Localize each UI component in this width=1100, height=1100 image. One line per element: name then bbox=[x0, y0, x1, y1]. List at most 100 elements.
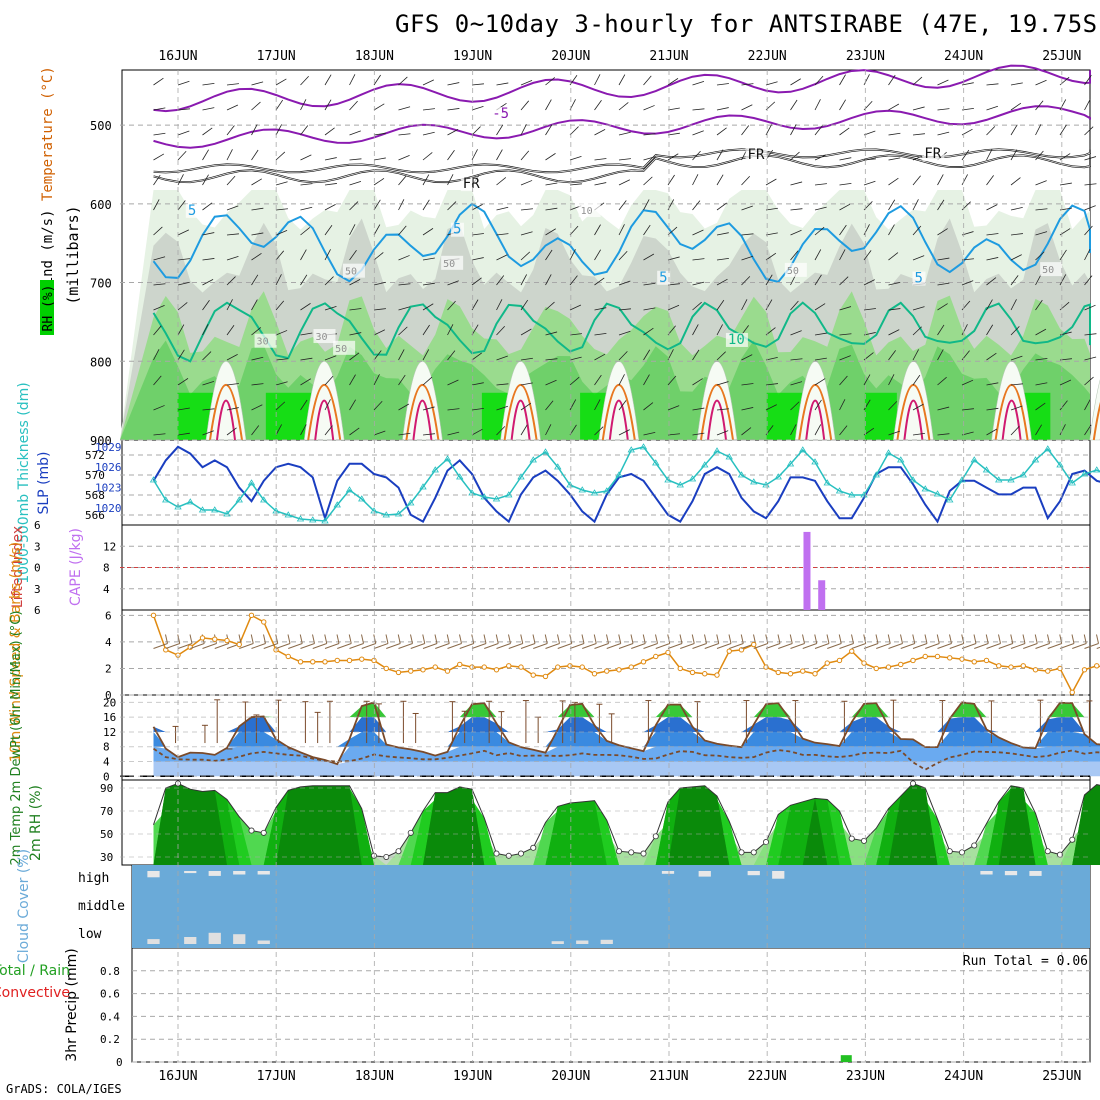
wind-barb bbox=[373, 350, 382, 361]
wind-barb bbox=[226, 354, 238, 361]
wind-barb bbox=[153, 283, 166, 286]
ytick-label: 0 bbox=[103, 770, 110, 783]
wind-speed-marker bbox=[506, 663, 512, 669]
wind-barb bbox=[153, 305, 165, 311]
wind-barb bbox=[422, 257, 435, 261]
freezing-level-core bbox=[153, 149, 1091, 173]
wind-barb bbox=[1010, 275, 1019, 286]
wind-barb bbox=[471, 643, 487, 649]
wind-barb bbox=[153, 132, 166, 136]
wind-barb bbox=[765, 252, 777, 261]
thickness-marker bbox=[198, 506, 207, 513]
wind-barb bbox=[741, 276, 751, 286]
wind-barb bbox=[765, 274, 773, 286]
wind-barb bbox=[1084, 74, 1092, 86]
ytick-label-left: 6 bbox=[34, 519, 41, 532]
wind-barb bbox=[153, 375, 162, 386]
wind-barb-feather bbox=[740, 634, 744, 644]
wind-barb bbox=[569, 275, 578, 286]
wind-barb-feather bbox=[1034, 634, 1038, 644]
thickness-marker bbox=[541, 448, 550, 455]
wind-barb bbox=[545, 124, 553, 136]
wind-speed-marker bbox=[334, 657, 340, 664]
wind-barb bbox=[422, 349, 430, 361]
thickness-marker bbox=[211, 506, 219, 513]
isotherm-15 bbox=[209, 384, 243, 441]
wind-barb bbox=[814, 125, 823, 136]
wind-barb bbox=[202, 381, 215, 386]
wind-barb-feather bbox=[544, 634, 548, 644]
wind-barb bbox=[1035, 299, 1043, 311]
wind-barb bbox=[471, 428, 483, 436]
wind-barb bbox=[827, 643, 842, 649]
cloud-high-bar bbox=[1004, 871, 1018, 876]
wind-barb bbox=[202, 127, 213, 136]
wind-barb bbox=[1059, 124, 1067, 136]
wind-barb bbox=[692, 324, 699, 336]
wind-barb bbox=[251, 178, 262, 186]
wind-barb bbox=[447, 174, 454, 186]
wind-speed-marker bbox=[653, 653, 659, 660]
contour-label-bg bbox=[333, 340, 356, 355]
footer-credit: GrADS: COLA/IGES bbox=[6, 1082, 122, 1096]
wind-barb bbox=[986, 233, 999, 236]
thickness-marker bbox=[982, 466, 991, 473]
wind-barb bbox=[1035, 124, 1042, 136]
wind-speed-marker bbox=[420, 667, 426, 673]
wind-barb bbox=[545, 379, 557, 386]
wind-barb bbox=[900, 643, 915, 649]
wind-barb bbox=[398, 199, 405, 211]
wind-barb bbox=[1084, 126, 1094, 136]
yaxis-label: (millibars) bbox=[64, 205, 82, 304]
wind-barb bbox=[814, 249, 822, 261]
wind-barb bbox=[692, 174, 699, 186]
cloud-low-bar bbox=[257, 940, 270, 944]
cloud-low-bar bbox=[233, 934, 246, 944]
wind-barb bbox=[349, 427, 360, 436]
wind-barb bbox=[814, 99, 821, 111]
wind-barb bbox=[324, 225, 333, 236]
wind-barb bbox=[961, 379, 974, 386]
isotherm-5 bbox=[152, 202, 1091, 284]
wind-barb bbox=[422, 303, 434, 311]
wind-barb bbox=[863, 643, 879, 649]
wind-barb bbox=[447, 408, 460, 411]
wind-speed-marker bbox=[187, 644, 193, 650]
precip-label: 3hr Precip (mm) bbox=[64, 948, 80, 1061]
wind-barb bbox=[594, 426, 604, 436]
wind-barb bbox=[1059, 182, 1072, 186]
rh-marker bbox=[628, 849, 635, 856]
wind-barb-feather bbox=[642, 634, 646, 644]
wind-speed-marker bbox=[1020, 663, 1026, 669]
contour-label-bg bbox=[725, 332, 748, 347]
wind-barb bbox=[275, 99, 284, 111]
rh-marker bbox=[493, 850, 500, 857]
wind-barb bbox=[937, 324, 945, 336]
wind-barb bbox=[618, 179, 630, 186]
wind-barb bbox=[790, 99, 798, 111]
ytick-label-right: 4 bbox=[103, 583, 110, 596]
wind-barb bbox=[1059, 379, 1072, 386]
wind-barb bbox=[275, 330, 288, 336]
cloud-high-bar bbox=[747, 871, 760, 876]
wind-speed-marker bbox=[910, 657, 916, 664]
wind-barb bbox=[594, 224, 601, 236]
wind-barb-feather bbox=[299, 634, 303, 644]
wind-barb bbox=[447, 129, 459, 136]
wind-barb bbox=[986, 257, 999, 261]
wind-barb-feather bbox=[1059, 634, 1063, 644]
wind-barb-feather bbox=[716, 634, 720, 644]
wind-barb bbox=[251, 253, 262, 261]
wind-barb bbox=[177, 432, 190, 436]
wind-barb-feather bbox=[263, 634, 266, 644]
wind-speed-marker bbox=[812, 671, 818, 677]
wind-barb bbox=[618, 102, 629, 111]
isotherm-20 bbox=[314, 399, 335, 441]
wind-speed-marker bbox=[555, 664, 561, 670]
ytick-label: 800 bbox=[90, 355, 112, 369]
wind-barb bbox=[912, 374, 921, 386]
thickness-marker bbox=[737, 471, 746, 478]
wind-barb bbox=[398, 133, 411, 136]
wind-barb bbox=[447, 379, 459, 386]
wind-speed-marker bbox=[432, 664, 438, 670]
